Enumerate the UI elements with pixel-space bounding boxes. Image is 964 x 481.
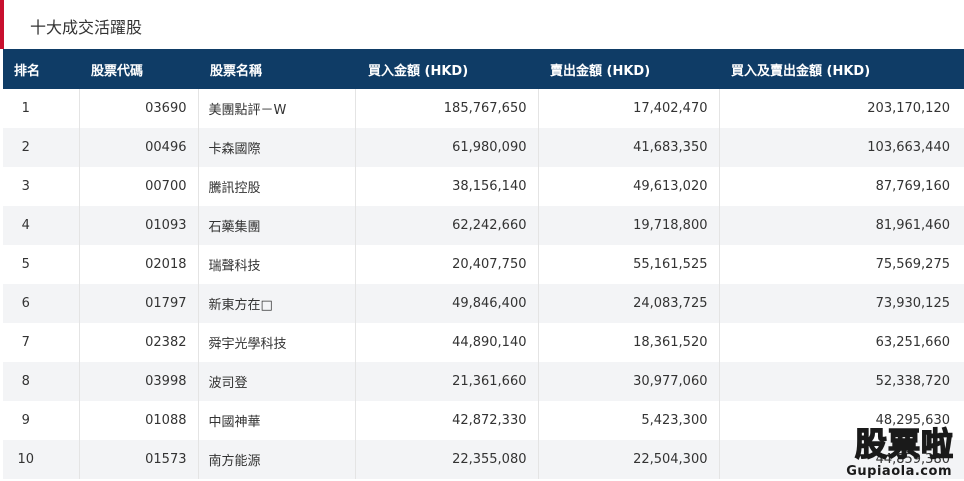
header-total: 買入及賣出金額 (HKD) (719, 49, 964, 89)
cell-rank: 9 (3, 401, 80, 440)
cell-name: 新東方在□ (198, 284, 356, 323)
header-buy: 買入金額 (HKD) (355, 49, 538, 89)
title-accent-bar (0, 0, 4, 49)
cell-rank: 7 (3, 323, 80, 362)
cell-sell: 22,504,300 (538, 440, 720, 479)
cell-code: 01797 (79, 284, 199, 323)
cell-total: 75,569,275 (719, 245, 964, 284)
cell-sell: 30,977,060 (538, 362, 720, 401)
cell-name: 舜宇光學科技 (198, 323, 356, 362)
cell-name: 騰訊控股 (198, 167, 356, 206)
header-sell: 賣出金額 (HKD) (538, 49, 719, 89)
cell-name: 瑞聲科技 (198, 245, 356, 284)
table-row: 2 00496 卡森國際 61,980,090 41,683,350 103,6… (3, 128, 964, 167)
cell-buy: 185,767,650 (355, 89, 539, 128)
cell-rank: 5 (3, 245, 80, 284)
cell-sell: 41,683,350 (538, 128, 720, 167)
cell-buy: 21,361,660 (355, 362, 539, 401)
table-header-row: 排名 股票代碼 股票名稱 買入金額 (HKD) 賣出金額 (HKD) 買入及賣出… (3, 49, 964, 89)
cell-total: 52,338,720 (719, 362, 964, 401)
cell-rank: 4 (3, 206, 80, 245)
cell-name: 石藥集團 (198, 206, 356, 245)
cell-code: 01573 (79, 440, 199, 479)
cell-name: 波司登 (198, 362, 356, 401)
cell-rank: 2 (3, 128, 80, 167)
cell-sell: 18,361,520 (538, 323, 720, 362)
cell-rank: 3 (3, 167, 80, 206)
cell-code: 02018 (79, 245, 199, 284)
table-row: 1 03690 美團點評－W 185,767,650 17,402,470 20… (3, 89, 964, 128)
cell-code: 00496 (79, 128, 199, 167)
header-name: 股票名稱 (198, 49, 355, 89)
cell-total: 63,251,660 (719, 323, 964, 362)
header-code: 股票代碼 (79, 49, 198, 89)
cell-name: 南方能源 (198, 440, 356, 479)
cell-code: 02382 (79, 323, 199, 362)
cell-code: 00700 (79, 167, 199, 206)
cell-sell: 24,083,725 (538, 284, 720, 323)
cell-rank: 1 (3, 89, 80, 128)
panel-title: 十大成交活躍股 (30, 18, 143, 37)
cell-buy: 49,846,400 (355, 284, 539, 323)
cell-total: 81,961,460 (719, 206, 964, 245)
cell-sell: 5,423,300 (538, 401, 720, 440)
cell-total: 73,930,125 (719, 284, 964, 323)
cell-buy: 62,242,660 (355, 206, 539, 245)
cell-code: 01088 (79, 401, 199, 440)
cell-sell: 49,613,020 (538, 167, 720, 206)
cell-buy: 61,980,090 (355, 128, 539, 167)
header-rank: 排名 (3, 49, 79, 89)
table-row: 5 02018 瑞聲科技 20,407,750 55,161,525 75,56… (3, 245, 964, 284)
table-row: 4 01093 石藥集團 62,242,660 19,718,800 81,96… (3, 206, 964, 245)
cell-code: 03998 (79, 362, 199, 401)
cell-buy: 38,156,140 (355, 167, 539, 206)
cell-code: 03690 (79, 89, 199, 128)
cell-name: 中國神華 (198, 401, 356, 440)
cell-total: 44,859,380 (719, 440, 964, 479)
cell-total: 48,295,630 (719, 401, 964, 440)
cell-buy: 20,407,750 (355, 245, 539, 284)
cell-rank: 6 (3, 284, 80, 323)
table-row: 3 00700 騰訊控股 38,156,140 49,613,020 87,76… (3, 167, 964, 206)
cell-sell: 19,718,800 (538, 206, 720, 245)
cell-name: 卡森國際 (198, 128, 356, 167)
top-ten-table: 排名 股票代碼 股票名稱 買入金額 (HKD) 賣出金額 (HKD) 買入及賣出… (3, 49, 964, 479)
cell-rank: 10 (3, 440, 80, 479)
cell-buy: 44,890,140 (355, 323, 539, 362)
cell-buy: 42,872,330 (355, 401, 539, 440)
table-row: 10 01573 南方能源 22,355,080 22,504,300 44,8… (3, 440, 964, 479)
cell-total: 103,663,440 (719, 128, 964, 167)
table-row: 8 03998 波司登 21,361,660 30,977,060 52,338… (3, 362, 964, 401)
table-row: 9 01088 中國神華 42,872,330 5,423,300 48,295… (3, 401, 964, 440)
panel-header: 十大成交活躍股 (0, 0, 964, 49)
cell-sell: 55,161,525 (538, 245, 720, 284)
cell-code: 01093 (79, 206, 199, 245)
table-row: 7 02382 舜宇光學科技 44,890,140 18,361,520 63,… (3, 323, 964, 362)
cell-total: 87,769,160 (719, 167, 964, 206)
cell-buy: 22,355,080 (355, 440, 539, 479)
cell-total: 203,170,120 (719, 89, 964, 128)
cell-sell: 17,402,470 (538, 89, 720, 128)
table-row: 6 01797 新東方在□ 49,846,400 24,083,725 73,9… (3, 284, 964, 323)
cell-rank: 8 (3, 362, 80, 401)
cell-name: 美團點評－W (198, 89, 356, 128)
